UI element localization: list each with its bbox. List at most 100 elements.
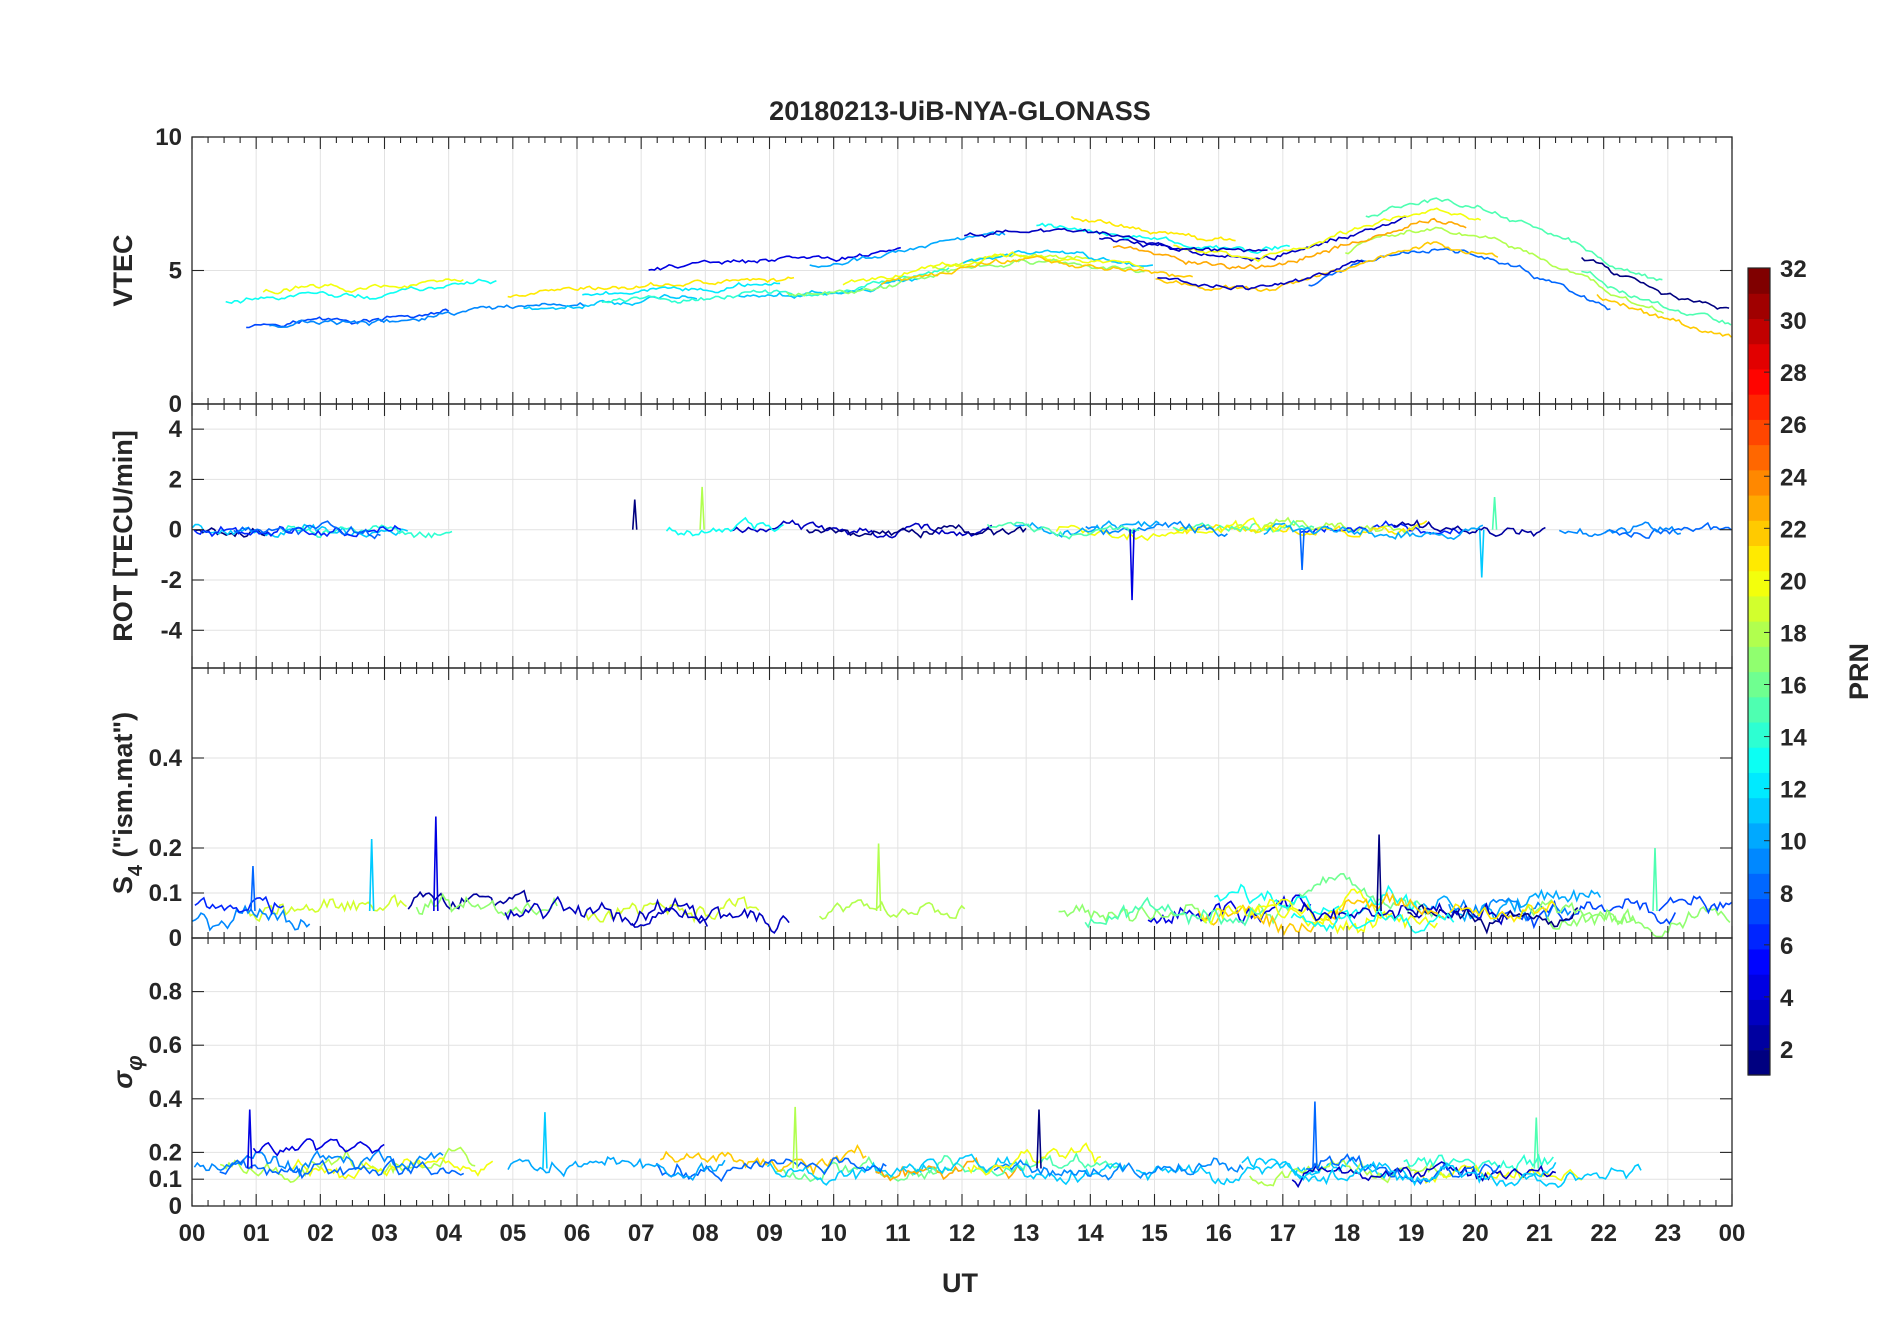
series-line-prn-9: [1558, 521, 1682, 538]
panel-2: -4 -2 0 2 4 ROT [TECU/min]: [108, 403, 1733, 669]
series-line-prn-14: [1403, 1153, 1554, 1174]
series-spike: [631, 499, 638, 530]
series-line-prn-15: [1581, 270, 1732, 326]
colorbar-tick-label: 30: [1780, 308, 1807, 335]
y-tick-label: 2: [169, 466, 182, 493]
series-line-prn-13: [1290, 907, 1455, 934]
colorbar-swatch: [1748, 848, 1770, 874]
colorbar-swatch: [1748, 822, 1770, 849]
series-line-prn-18: [1232, 516, 1421, 535]
series-line-prn-10: [1014, 520, 1160, 538]
x-tick-label: 00: [179, 1220, 206, 1247]
series-spike: [1376, 834, 1382, 912]
series-line-prn-20: [967, 1142, 1102, 1176]
colorbar-swatch: [1748, 570, 1770, 597]
colorbar-swatch: [1748, 772, 1770, 799]
x-tick-label: 19: [1398, 1220, 1425, 1247]
colorbar-swatch: [1748, 873, 1770, 900]
x-tick-label: 22: [1590, 1220, 1617, 1247]
series-line-prn-4: [648, 246, 901, 271]
series-line-prn-11: [1522, 1163, 1642, 1189]
series-line-prn-20: [291, 1157, 494, 1180]
series-line-prn-11: [1135, 1160, 1322, 1186]
y-tick-label: 0.1: [149, 1166, 182, 1193]
colorbar-swatch: [1748, 1024, 1770, 1051]
series-line-prn-10: [1263, 522, 1484, 541]
series-line-prn-8: [233, 520, 381, 540]
series-line-prn-4: [252, 1138, 385, 1157]
series-line-prn-15: [926, 1151, 1121, 1177]
series-line-prn-18: [219, 1146, 476, 1183]
y-tick-label: 0: [169, 1193, 182, 1220]
colorbar-tick-label: 8: [1780, 881, 1793, 908]
y-tick-label: -4: [161, 617, 183, 644]
series-line-prn-3: [1099, 216, 1407, 262]
y-tick-label: 4: [169, 416, 183, 443]
x-tick-label: 05: [499, 1220, 526, 1247]
colorbar-label: PRN: [1844, 643, 1874, 700]
colorbar-swatch: [1748, 898, 1770, 925]
series-spike: [1312, 1101, 1318, 1169]
series-spike: [1652, 847, 1658, 912]
series-line-prn-15: [1365, 197, 1663, 282]
series-line-prn-16: [1257, 872, 1436, 925]
series-line-prn-6: [194, 895, 284, 916]
series-line-prn-2: [407, 889, 531, 910]
series-line-prn-7: [246, 308, 450, 329]
series-line-prn-19: [246, 893, 407, 923]
series-line-prn-20: [842, 251, 1145, 286]
colorbar-frame: [1747, 267, 1771, 1076]
colorbar-swatch: [1748, 999, 1770, 1026]
x-tick-label: 02: [307, 1220, 334, 1247]
x-tick-label: 10: [820, 1220, 847, 1247]
colorbar-tick-label: 6: [1780, 933, 1793, 960]
series-line-prn-12: [582, 281, 781, 297]
colorbar-tick-label: 24: [1780, 464, 1807, 491]
series-line-prn-22: [1155, 241, 1499, 293]
y-axis-label: ROT [TECU/min]: [108, 430, 138, 641]
series-spike: [250, 865, 256, 912]
series-line-prn-3: [631, 906, 790, 935]
x-tick-label: 11: [885, 1220, 910, 1247]
colorbar-swatch: [1748, 394, 1770, 420]
x-tick-label: 09: [756, 1220, 783, 1247]
colorbar-tick-label: 26: [1780, 412, 1807, 439]
series-spike: [1129, 529, 1135, 601]
y-tick-label: 0: [169, 925, 182, 952]
y-tick-label: 0.4: [149, 1086, 183, 1113]
series-line-prn-15: [986, 521, 1140, 540]
x-tick-label: 14: [1077, 1220, 1104, 1247]
y-tick-label: 0.2: [149, 835, 182, 862]
x-tick-label: 17: [1269, 1220, 1296, 1247]
series-line-prn-13: [225, 278, 497, 304]
series-line-prn-3: [964, 227, 1268, 253]
colorbar-swatch: [1748, 268, 1770, 294]
series-spike: [699, 486, 705, 530]
series-spike: [792, 1106, 798, 1169]
series-line-prn-20: [262, 278, 464, 295]
series-line-prn-3: [730, 519, 993, 539]
y-tick-label: 0: [169, 391, 182, 418]
series-line-prn-23: [1112, 217, 1467, 270]
y-tick-label: 0: [169, 517, 182, 544]
panel-4: 00.10.2 0.4 0.6 0.8 σφ: [108, 937, 1733, 1220]
colorbar-tick-label: 2: [1780, 1037, 1793, 1064]
y-tick-label: 0.4: [149, 745, 183, 772]
colorbar-tick-label: 28: [1780, 360, 1807, 387]
y-tick-label: 0.2: [149, 1139, 182, 1166]
series-spike: [246, 1109, 253, 1169]
y-tick-label: 0.6: [149, 1032, 182, 1059]
series-spike: [542, 1112, 548, 1169]
colorbar-swatch: [1748, 747, 1770, 773]
colorbar-swatch: [1748, 671, 1770, 698]
series-spike: [1491, 496, 1498, 530]
colorbar-tick-label: 22: [1780, 516, 1807, 543]
series-line-prn-22: [880, 255, 1193, 286]
x-tick-label: 20: [1462, 1220, 1489, 1247]
series-group: [192, 486, 1732, 601]
series-line-prn-2: [1393, 519, 1546, 538]
series-line-prn-13: [1214, 883, 1422, 920]
colorbar-swatch: [1748, 696, 1770, 723]
